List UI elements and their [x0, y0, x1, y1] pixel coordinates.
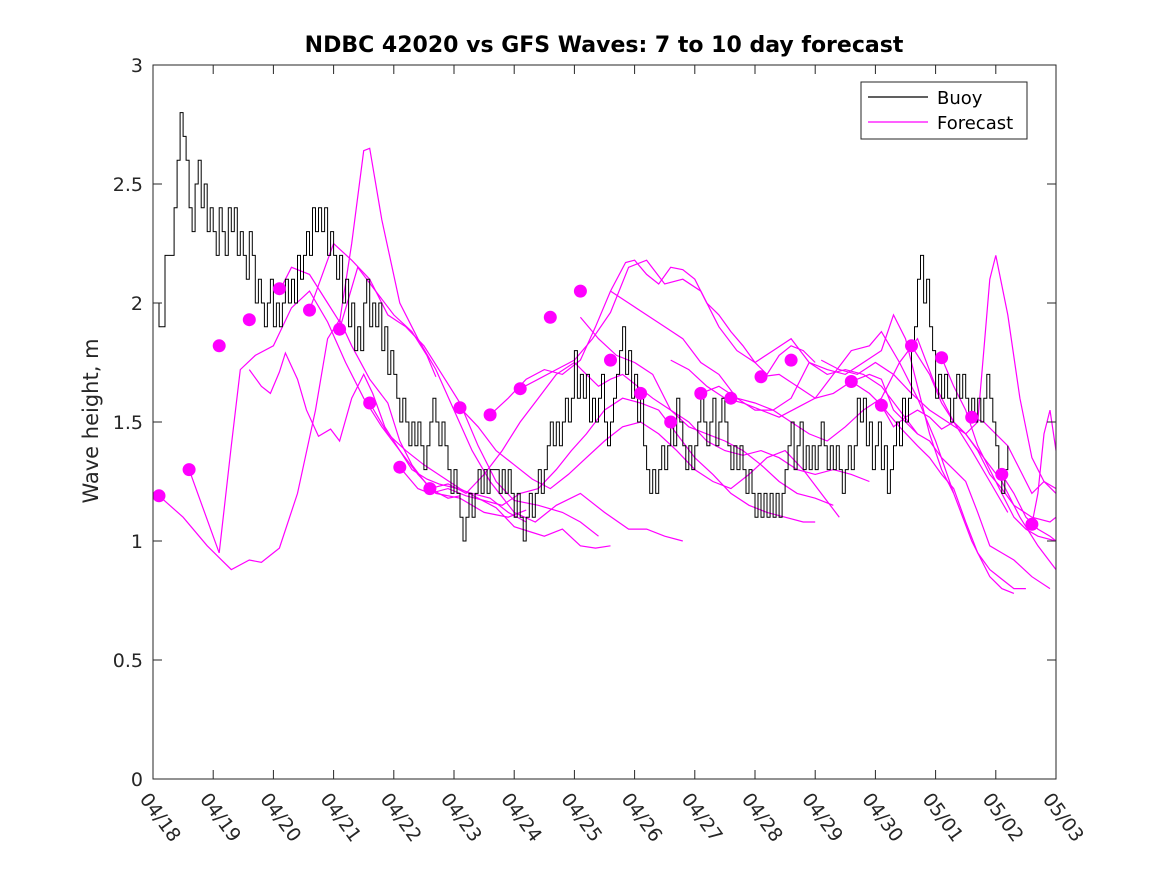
- legend-buoy-label: Buoy: [937, 88, 983, 109]
- forecast-marker-7: [333, 322, 347, 336]
- forecast-marker-17: [634, 386, 648, 400]
- forecast-marker-13: [513, 382, 527, 396]
- forecast-marker-14: [543, 310, 557, 324]
- plot-area: [152, 112, 1056, 594]
- forecast-marker-20: [724, 391, 738, 405]
- forecast-line-21: [910, 255, 1056, 494]
- forecast-line-9: [429, 361, 834, 506]
- forecast-line-6: [339, 265, 437, 378]
- forecast-marker-19: [694, 386, 708, 400]
- forecast-line-1: [158, 318, 461, 571]
- forecast-marker-22: [784, 353, 798, 367]
- forecast-line-18: [820, 359, 1056, 570]
- forecast-marker-10: [423, 482, 437, 496]
- forecast-marker-29: [1025, 517, 1039, 531]
- forecast-marker-3: [212, 339, 226, 353]
- forecast-line-20: [880, 404, 1026, 590]
- forecast-marker-23: [844, 375, 858, 388]
- y-tick-label: 0.5: [113, 650, 143, 672]
- forecast-marker-group: [152, 282, 1039, 531]
- chart-title: NDBC 42020 vs GFS Waves: 7 to 10 day for…: [305, 33, 904, 58]
- forecast-line-7: [369, 402, 611, 549]
- forecast-marker-15: [573, 284, 587, 298]
- forecast-marker-1: [152, 489, 166, 503]
- y-tick-label: 1: [131, 531, 143, 553]
- forecast-marker-8: [363, 396, 377, 410]
- forecast-marker-16: [604, 353, 617, 367]
- y-tick-label: 2: [131, 293, 143, 315]
- forecast-line-5: [308, 242, 599, 537]
- y-axis-label: Wave height, m: [79, 338, 103, 503]
- forecast-line-23: [971, 416, 1056, 495]
- y-tick-label: 0: [131, 769, 143, 791]
- forecast-line-12: [519, 259, 918, 435]
- forecast-marker-28: [995, 467, 1009, 481]
- forecast-marker-2: [182, 463, 196, 477]
- forecast-marker-12: [483, 408, 497, 422]
- forecast-marker-6: [303, 303, 316, 317]
- buoy-series-group: [153, 112, 1009, 542]
- forecast-marker-5: [272, 282, 286, 296]
- buoy-line: [153, 112, 1009, 542]
- forecast-marker-25: [905, 339, 918, 353]
- legend: Buoy Forecast: [860, 81, 1028, 140]
- forecast-marker-24: [874, 398, 888, 412]
- forecast-marker-27: [965, 410, 979, 424]
- y-tick-label: 2.5: [113, 174, 143, 196]
- forecast-marker-18: [664, 415, 678, 429]
- forecast-line-17: [760, 373, 1051, 590]
- forecast-marker-26: [935, 351, 949, 365]
- forecast-line-4: [278, 147, 683, 542]
- forecast-marker-21: [754, 370, 768, 384]
- legend-forecast-label: Forecast: [937, 113, 1013, 134]
- legend-box: [860, 81, 1028, 140]
- y-tick-label: 1.5: [113, 412, 143, 434]
- forecast-marker-9: [393, 460, 407, 474]
- forecast-marker-4: [242, 313, 256, 327]
- forecast-marker-11: [453, 401, 467, 415]
- forecast-line-25: [1031, 409, 1056, 525]
- y-tick-label: 3: [131, 55, 143, 77]
- forecast-line-10: [459, 407, 840, 518]
